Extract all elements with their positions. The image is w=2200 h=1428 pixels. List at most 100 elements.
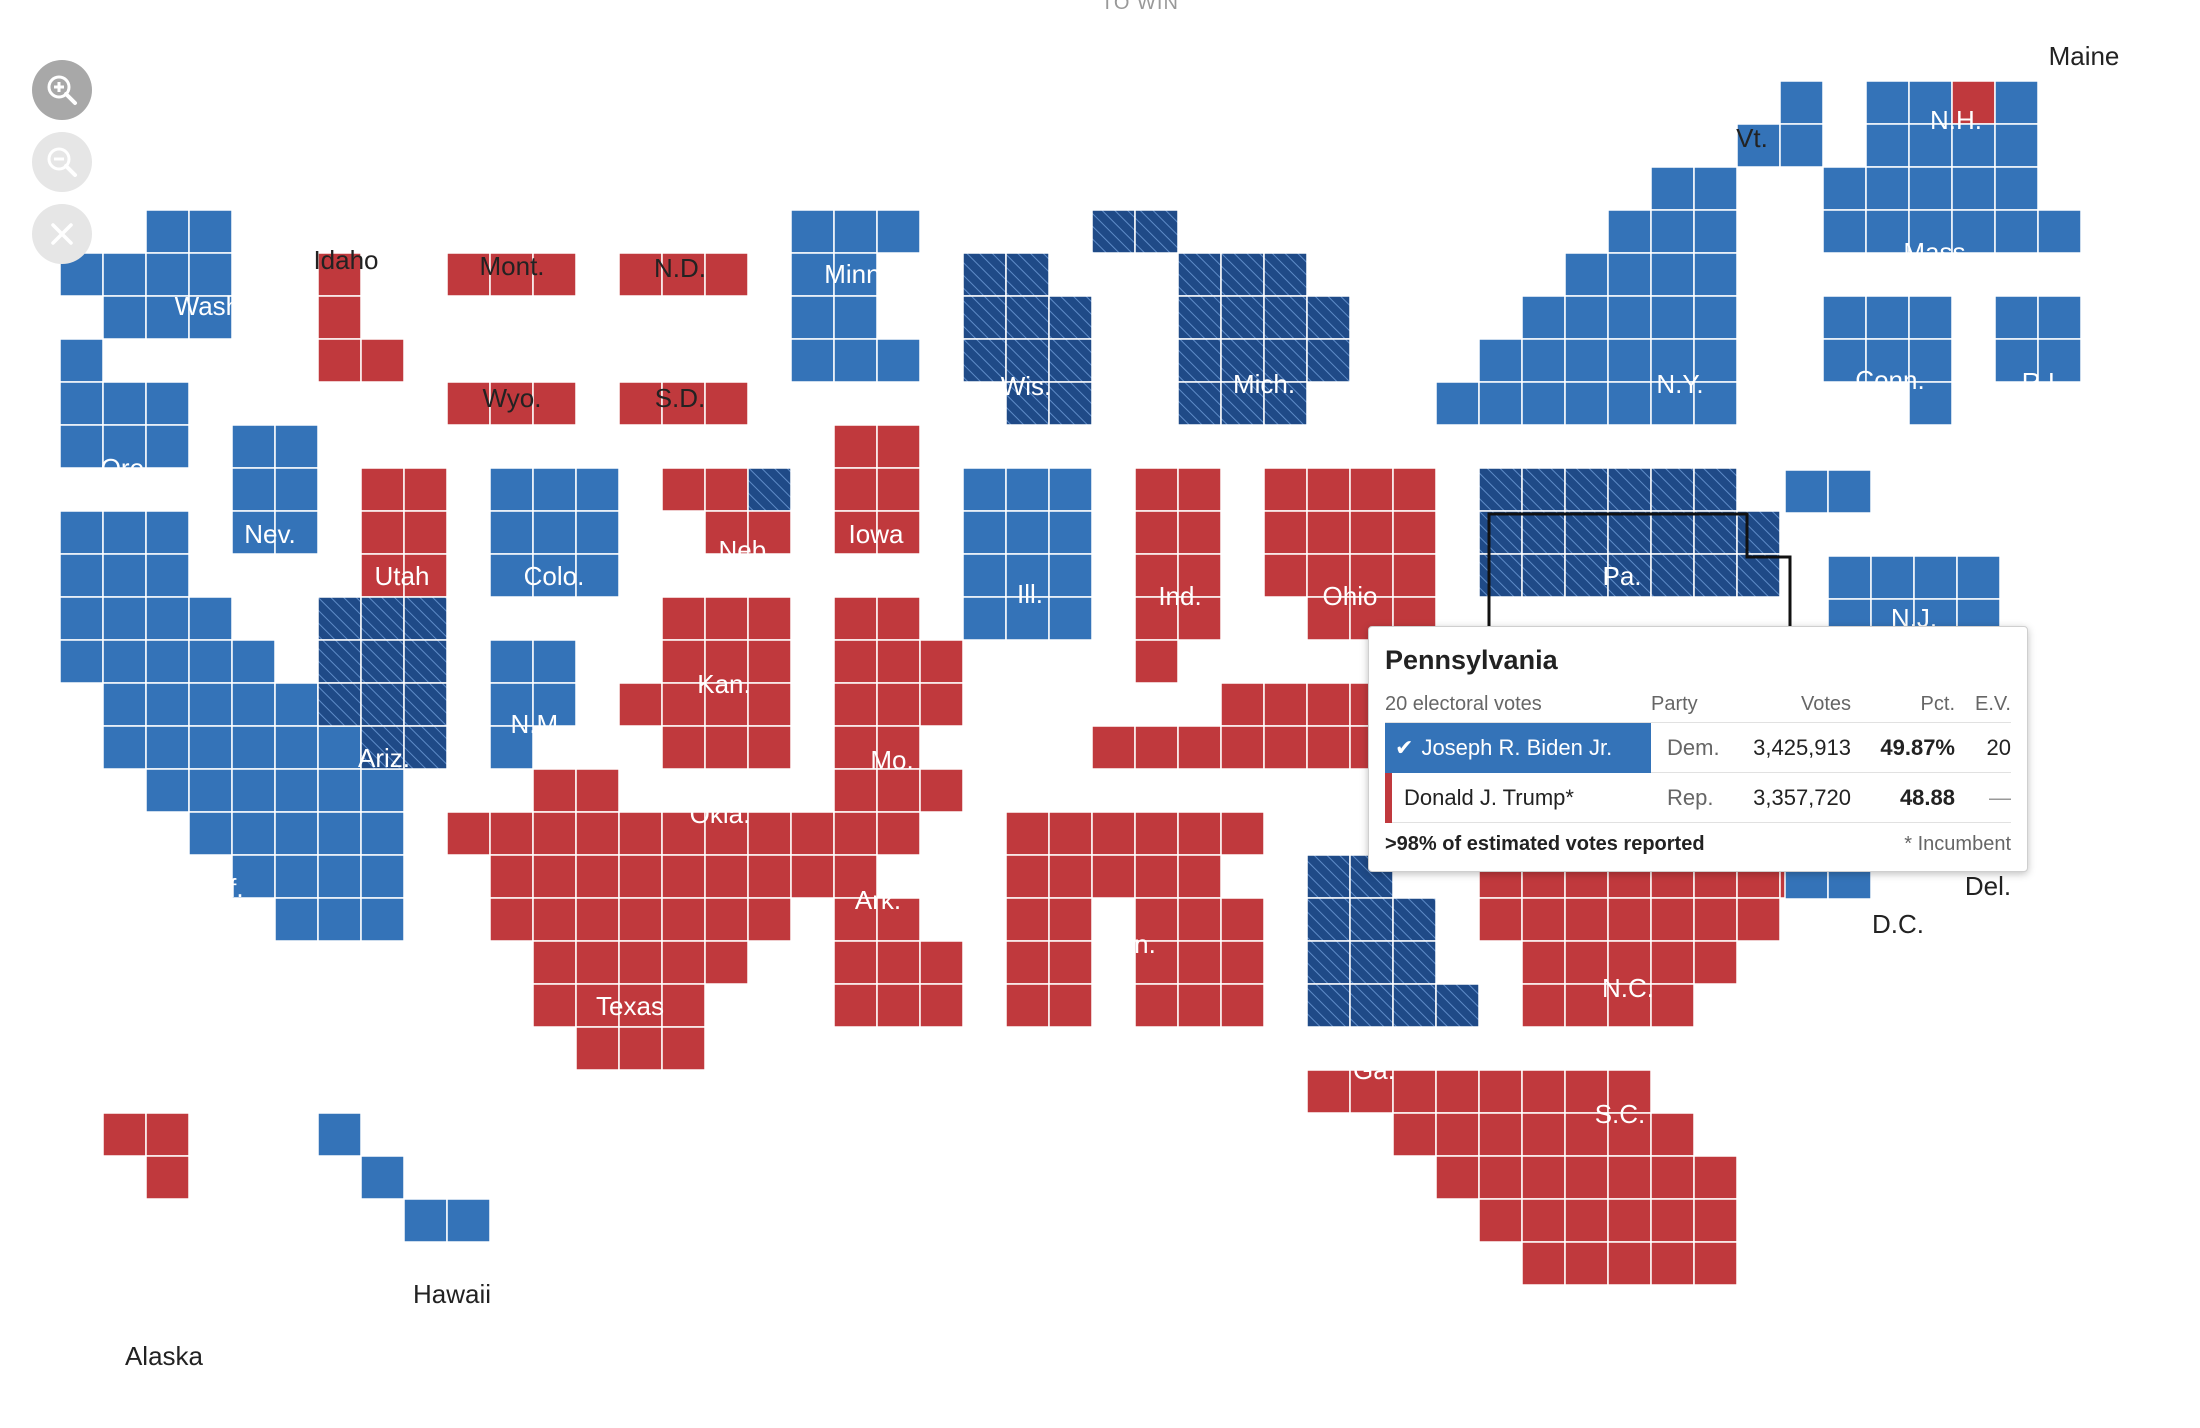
electoral-vote-tile[interactable] <box>833 596 878 641</box>
electoral-vote-tile[interactable] <box>1956 555 2001 600</box>
electoral-vote-tile[interactable] <box>1220 252 1265 297</box>
electoral-vote-tile[interactable] <box>1478 338 1523 383</box>
electoral-vote-tile[interactable] <box>489 252 534 297</box>
electoral-vote-tile[interactable] <box>1349 897 1394 942</box>
electoral-vote-tile[interactable] <box>1392 1112 1437 1157</box>
electoral-vote-tile[interactable] <box>876 682 921 727</box>
electoral-vote-tile[interactable] <box>1521 338 1566 383</box>
electoral-vote-tile[interactable] <box>790 295 835 340</box>
electoral-vote-tile[interactable] <box>1994 338 2039 383</box>
electoral-vote-tile[interactable] <box>1607 381 1652 426</box>
electoral-vote-tile[interactable] <box>1521 1069 1566 1114</box>
electoral-vote-tile[interactable] <box>1435 983 1480 1028</box>
electoral-vote-tile[interactable] <box>59 639 104 684</box>
state-tiles[interactable] <box>661 467 792 555</box>
electoral-vote-tile[interactable] <box>1177 295 1222 340</box>
electoral-vote-tile[interactable] <box>489 510 534 555</box>
electoral-vote-tile[interactable] <box>1048 295 1093 340</box>
electoral-vote-tile[interactable] <box>1564 1198 1609 1243</box>
electoral-vote-tile[interactable] <box>489 811 534 856</box>
electoral-vote-tile[interactable] <box>1048 510 1093 555</box>
electoral-vote-tile[interactable] <box>1263 725 1308 770</box>
state-tiles[interactable] <box>446 381 577 426</box>
electoral-vote-tile[interactable] <box>1607 467 1652 512</box>
electoral-vote-tile[interactable] <box>1607 1241 1652 1286</box>
electoral-vote-tile[interactable] <box>1220 295 1265 340</box>
electoral-vote-tile[interactable] <box>532 510 577 555</box>
electoral-vote-tile[interactable] <box>1994 80 2039 125</box>
electoral-vote-tile[interactable] <box>1951 166 1996 211</box>
electoral-vote-tile[interactable] <box>1650 940 1695 985</box>
electoral-vote-tile[interactable] <box>1091 854 1136 899</box>
electoral-vote-tile[interactable] <box>1306 682 1351 727</box>
electoral-vote-tile[interactable] <box>1650 252 1695 297</box>
electoral-vote-tile[interactable] <box>1650 1198 1695 1243</box>
electoral-vote-tile[interactable] <box>1177 252 1222 297</box>
electoral-vote-tile[interactable] <box>1779 123 1824 168</box>
electoral-vote-tile[interactable] <box>532 467 577 512</box>
electoral-vote-tile[interactable] <box>876 983 921 1028</box>
electoral-vote-tile[interactable] <box>1521 467 1566 512</box>
electoral-vote-tile[interactable] <box>231 811 276 856</box>
state-tiles[interactable] <box>360 467 448 598</box>
electoral-vote-tile[interactable] <box>747 682 792 727</box>
electoral-vote-tile[interactable] <box>1607 1155 1652 1200</box>
electoral-vote-tile[interactable] <box>1048 596 1093 641</box>
electoral-vote-tile[interactable] <box>1177 725 1222 770</box>
electoral-vote-tile[interactable] <box>360 1155 405 1200</box>
electoral-vote-tile[interactable] <box>360 596 405 641</box>
electoral-vote-tile[interactable] <box>145 639 190 684</box>
state-tiles[interactable] <box>962 467 1093 641</box>
electoral-vote-tile[interactable] <box>919 768 964 813</box>
electoral-vote-tile[interactable] <box>231 639 276 684</box>
electoral-vote-tile[interactable] <box>704 252 749 297</box>
electoral-vote-tile[interactable] <box>446 1198 491 1243</box>
electoral-vote-tile[interactable] <box>833 940 878 985</box>
state-tiles[interactable] <box>489 467 620 598</box>
electoral-vote-tile[interactable] <box>876 338 921 383</box>
electoral-vote-tile[interactable] <box>360 510 405 555</box>
electoral-vote-tile[interactable] <box>833 682 878 727</box>
electoral-vote-tile[interactable] <box>1220 811 1265 856</box>
state-tiles[interactable] <box>1478 467 1781 598</box>
electoral-vote-tile[interactable] <box>1478 1112 1523 1157</box>
electoral-vote-tile[interactable] <box>1263 510 1308 555</box>
electoral-vote-tile[interactable] <box>1908 80 1953 125</box>
electoral-vote-tile[interactable] <box>102 424 147 469</box>
electoral-vote-tile[interactable] <box>1908 209 1953 254</box>
state-tiles[interactable] <box>1005 897 1093 1028</box>
electoral-vote-tile[interactable] <box>919 983 964 1028</box>
state-tiles[interactable] <box>833 897 964 1028</box>
electoral-vote-tile[interactable] <box>833 209 878 254</box>
electoral-vote-tile[interactable] <box>790 811 835 856</box>
state-tiles[interactable] <box>1865 80 1953 168</box>
electoral-vote-tile[interactable] <box>1478 510 1523 555</box>
electoral-vote-tile[interactable] <box>1306 596 1351 641</box>
electoral-vote-tile[interactable] <box>403 725 448 770</box>
electoral-vote-tile[interactable] <box>1865 80 1910 125</box>
electoral-vote-tile[interactable] <box>661 983 706 1028</box>
state-tiles[interactable] <box>1994 295 2082 383</box>
electoral-vote-tile[interactable] <box>1306 553 1351 598</box>
electoral-vote-tile[interactable] <box>1005 553 1050 598</box>
electoral-vote-tile[interactable] <box>661 940 706 985</box>
electoral-vote-tile[interactable] <box>1478 897 1523 942</box>
electoral-vote-tile[interactable] <box>1177 854 1222 899</box>
electoral-vote-tile[interactable] <box>403 1198 448 1243</box>
electoral-vote-tile[interactable] <box>790 209 835 254</box>
electoral-vote-tile[interactable] <box>360 467 405 512</box>
electoral-vote-tile[interactable] <box>188 811 233 856</box>
electoral-vote-tile[interactable] <box>1392 1069 1437 1114</box>
electoral-vote-tile[interactable] <box>1908 295 1953 340</box>
electoral-vote-tile[interactable] <box>1650 983 1695 1028</box>
electoral-vote-tile[interactable] <box>1521 381 1566 426</box>
electoral-vote-tile[interactable] <box>532 639 577 684</box>
electoral-vote-tile[interactable] <box>145 725 190 770</box>
electoral-vote-tile[interactable] <box>274 811 319 856</box>
electoral-vote-tile[interactable] <box>1392 553 1437 598</box>
electoral-vote-tile[interactable] <box>1607 940 1652 985</box>
electoral-vote-tile[interactable] <box>1521 1155 1566 1200</box>
electoral-vote-tile[interactable] <box>188 209 233 254</box>
electoral-vote-tile[interactable] <box>747 725 792 770</box>
electoral-vote-tile[interactable] <box>833 338 878 383</box>
